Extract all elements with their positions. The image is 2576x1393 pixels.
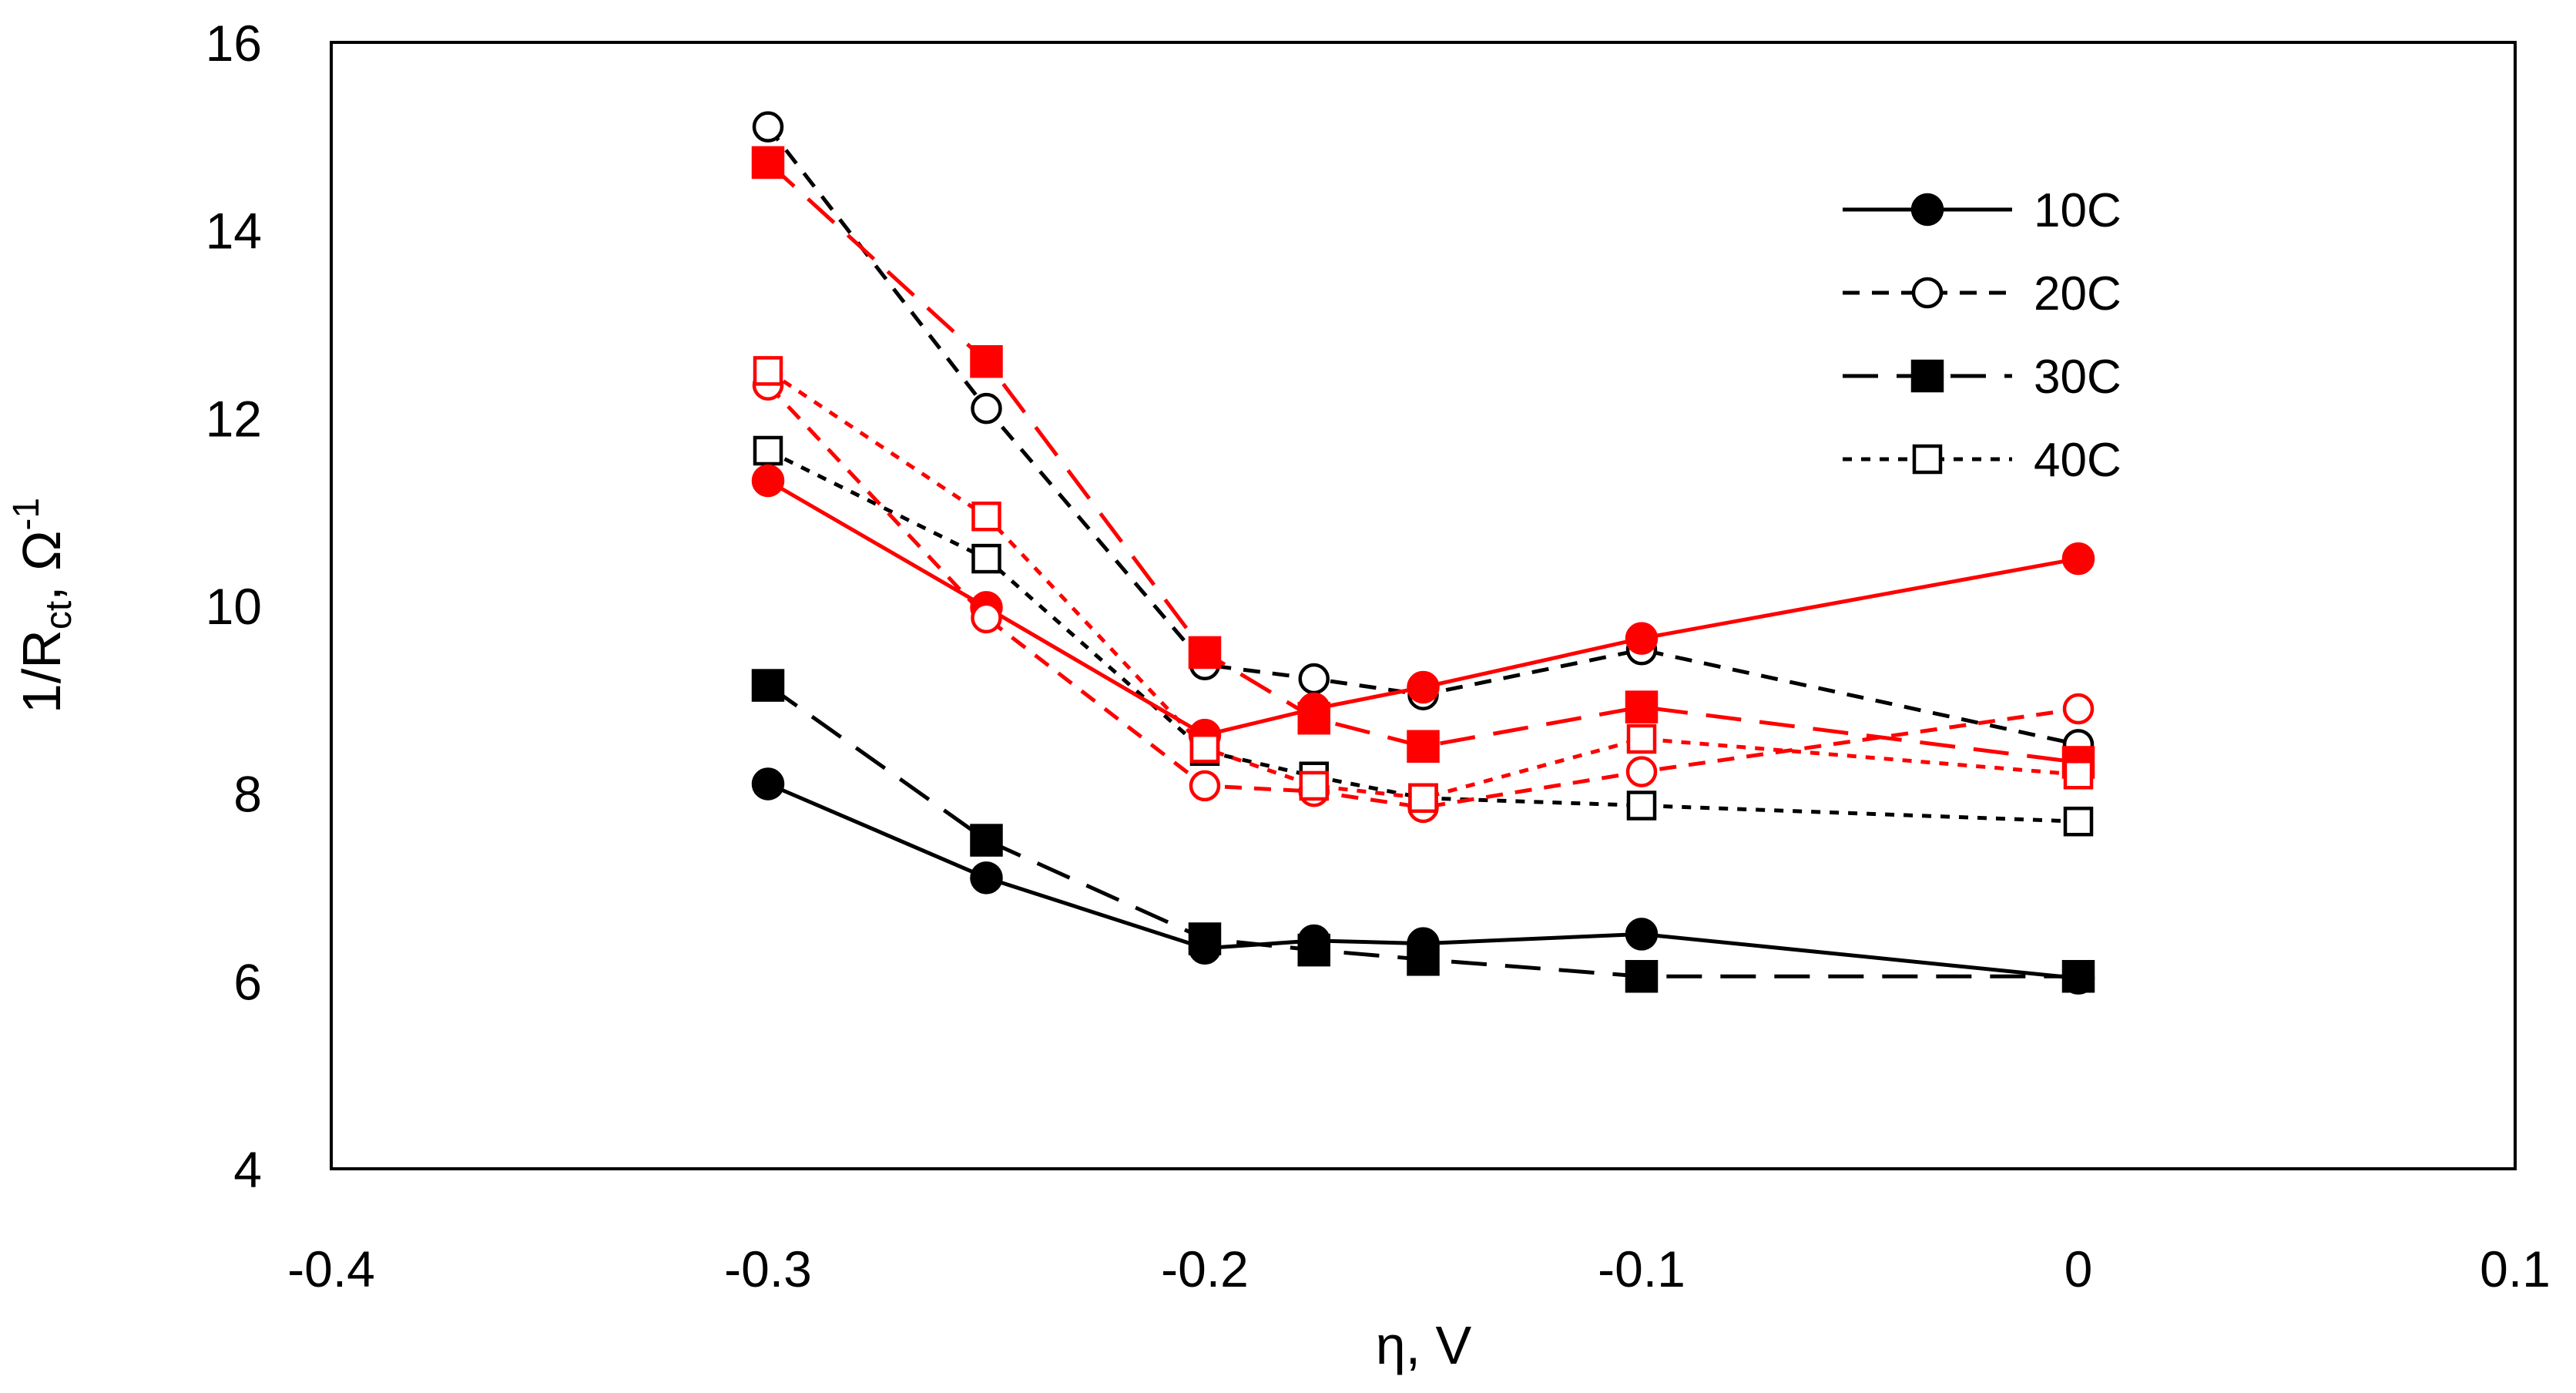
data-point — [1297, 933, 1330, 967]
legend-marker — [1912, 444, 1943, 475]
x-tick-label: -0.3 — [724, 1240, 812, 1297]
legend-marker — [1911, 277, 1944, 309]
series-30c-black — [751, 669, 2095, 993]
data-point — [1625, 622, 1659, 655]
legend: 10C 20C 30C 40C — [1843, 184, 2122, 487]
x-tick-label: -0.2 — [1161, 1240, 1249, 1297]
y-tick-label: 14 — [206, 203, 262, 260]
series-40c-black — [753, 435, 2094, 837]
legend-marker — [1910, 193, 1944, 227]
data-point — [1408, 783, 1438, 814]
data-point — [971, 602, 1002, 634]
legend-label: 40C — [2034, 434, 2122, 487]
x-tick-label: 0 — [2064, 1240, 2093, 1297]
legend-item: 10C — [1843, 184, 2122, 237]
series-40c-red — [753, 356, 2094, 814]
data-point — [1626, 723, 1657, 754]
data-point — [1626, 790, 1657, 821]
y-tick-label: 4 — [233, 1141, 262, 1198]
legend-item: 20C — [1843, 267, 2122, 321]
data-point — [1189, 770, 1221, 802]
data-point — [970, 824, 1003, 857]
y-tick-label: 6 — [233, 953, 262, 1010]
y-tick-label: 12 — [206, 390, 262, 447]
x-tick-label: 0.1 — [2480, 1240, 2551, 1297]
data-point — [751, 146, 785, 180]
y-axis-ticks: 4 6 8 10 12 14 16 — [206, 15, 262, 1198]
legend-label: 20C — [2034, 267, 2122, 321]
series-layer — [751, 111, 2095, 995]
x-tick-label: -0.1 — [1598, 1240, 1685, 1297]
y-axis-title: 1/Rct, Ω-1 — [6, 498, 79, 713]
y-tick-label: 16 — [206, 15, 262, 72]
data-point — [1298, 663, 1330, 695]
data-point — [1625, 690, 1659, 723]
y-tick-label: 10 — [206, 578, 262, 635]
legend-marker — [1910, 359, 1944, 393]
data-point — [970, 344, 1003, 378]
y-tick-label: 8 — [233, 766, 262, 823]
data-point — [971, 543, 1001, 574]
data-point — [2063, 806, 2094, 837]
data-point — [1297, 701, 1330, 735]
data-point — [1407, 943, 1440, 976]
data-point — [753, 435, 783, 466]
plot-area-border — [330, 41, 2517, 1170]
data-point — [971, 392, 1002, 425]
data-point — [970, 861, 1003, 895]
data-point — [2061, 542, 2095, 576]
y-axis-title-subscript: ct — [39, 601, 79, 629]
data-point — [1188, 922, 1222, 955]
legend-label: 10C — [2034, 184, 2122, 237]
data-point — [1625, 918, 1659, 951]
data-point — [753, 356, 783, 386]
data-point — [1189, 733, 1220, 764]
data-point — [1299, 770, 1329, 801]
data-point — [1407, 670, 1440, 704]
legend-item: 40C — [1843, 434, 2122, 487]
data-point — [1188, 636, 1222, 670]
data-point — [752, 111, 784, 143]
data-point — [2062, 693, 2095, 725]
data-point — [2061, 959, 2095, 993]
x-axis-ticks: -0.4 -0.3 -0.2 -0.1 0 0.1 — [287, 1240, 2551, 1297]
y-axis-title-superscript: -1 — [6, 498, 47, 531]
data-point — [751, 767, 785, 801]
y-axis-title-middle: , Ω — [12, 531, 72, 601]
data-point — [971, 502, 1001, 532]
legend-item: 30C — [1843, 351, 2122, 404]
y-axis-title-base: 1/R — [12, 629, 72, 713]
data-point — [1407, 730, 1440, 763]
data-point — [1625, 959, 1659, 993]
data-point — [2063, 760, 2094, 790]
data-point — [751, 464, 785, 498]
data-point — [751, 669, 785, 702]
data-point — [1625, 756, 1658, 787]
x-tick-label: -0.4 — [287, 1240, 375, 1297]
legend-label: 30C — [2034, 351, 2122, 404]
x-axis-title: η, V — [1376, 1315, 1472, 1375]
